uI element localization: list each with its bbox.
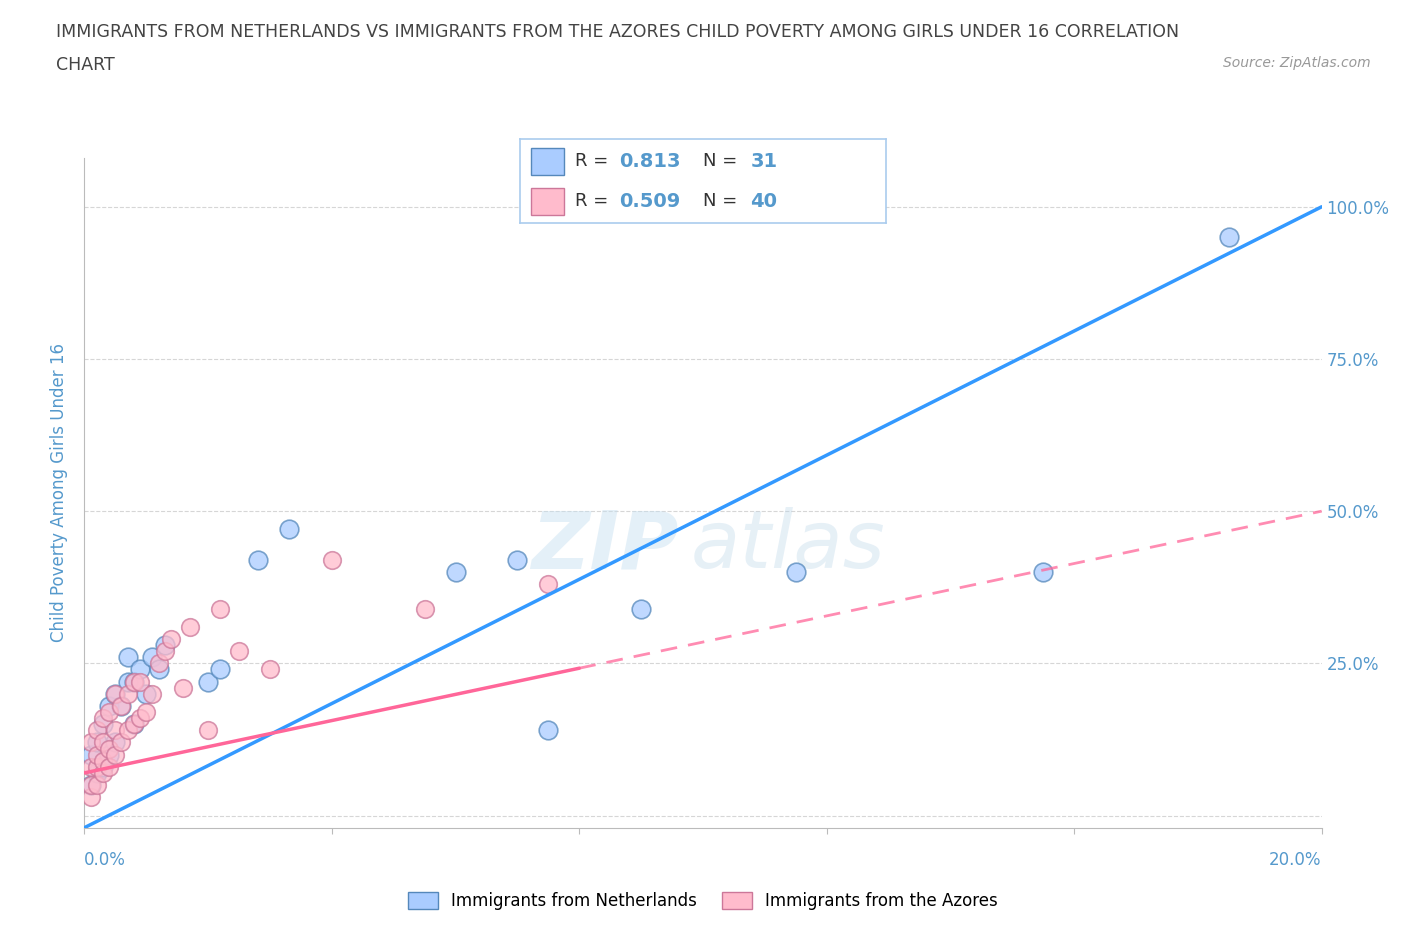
Point [537, 577, 560, 591]
Point [104, 686, 127, 701]
Point [79, 790, 101, 804]
Point [785, 565, 807, 579]
Point [98, 698, 121, 713]
Point [259, 662, 281, 677]
Point [79, 747, 101, 762]
Point [98, 760, 121, 775]
Text: 0.0%: 0.0% [84, 851, 127, 869]
Text: N =: N = [703, 193, 742, 210]
Point [122, 717, 145, 732]
Point [148, 656, 170, 671]
Point [129, 674, 152, 689]
Legend: Immigrants from Netherlands, Immigrants from the Azores: Immigrants from Netherlands, Immigrants … [401, 885, 1005, 917]
Point [209, 662, 232, 677]
Point [444, 565, 467, 579]
Point [129, 662, 152, 677]
Text: CHART: CHART [56, 56, 115, 73]
Point [122, 717, 145, 732]
Point [104, 747, 127, 762]
FancyBboxPatch shape [531, 148, 564, 175]
Point [172, 680, 194, 695]
Point [110, 698, 132, 713]
Text: atlas: atlas [690, 508, 886, 586]
FancyBboxPatch shape [531, 188, 564, 215]
Point [135, 686, 157, 701]
Point [91, 760, 114, 775]
Point [86, 777, 108, 792]
Point [86, 735, 108, 750]
Point [79, 760, 101, 775]
Point [197, 723, 219, 737]
Point [104, 686, 127, 701]
Text: R =: R = [575, 193, 614, 210]
Point [110, 698, 132, 713]
Point [160, 631, 183, 646]
Point [1218, 230, 1240, 245]
Point [91, 765, 114, 780]
Point [277, 522, 299, 537]
Point [197, 674, 219, 689]
Point [122, 674, 145, 689]
Point [79, 777, 101, 792]
Point [91, 717, 114, 732]
Point [110, 735, 132, 750]
Point [153, 644, 176, 658]
Text: 20.0%: 20.0% [1270, 851, 1322, 869]
Text: IMMIGRANTS FROM NETHERLANDS VS IMMIGRANTS FROM THE AZORES CHILD POVERTY AMONG GI: IMMIGRANTS FROM NETHERLANDS VS IMMIGRANT… [56, 23, 1180, 41]
Point [86, 747, 108, 762]
Point [79, 777, 101, 792]
Point [630, 601, 652, 616]
Text: ZIP: ZIP [531, 508, 678, 586]
Point [179, 619, 201, 634]
Text: 31: 31 [751, 152, 778, 171]
Point [117, 686, 139, 701]
Point [91, 753, 114, 768]
Point [91, 711, 114, 725]
Point [86, 723, 108, 737]
Point [86, 765, 108, 780]
Point [98, 741, 121, 756]
Point [246, 552, 269, 567]
Point [153, 638, 176, 653]
Text: 0.509: 0.509 [619, 192, 681, 211]
Point [141, 686, 163, 701]
Point [209, 601, 232, 616]
Point [91, 735, 114, 750]
Y-axis label: Child Poverty Among Girls Under 16: Child Poverty Among Girls Under 16 [51, 343, 69, 643]
Point [141, 650, 163, 665]
Point [321, 552, 343, 567]
Text: 0.813: 0.813 [619, 152, 681, 171]
Point [129, 711, 152, 725]
Point [117, 723, 139, 737]
Point [1032, 565, 1054, 579]
Point [122, 674, 145, 689]
Point [117, 674, 139, 689]
Point [98, 747, 121, 762]
Text: Source: ZipAtlas.com: Source: ZipAtlas.com [1223, 56, 1371, 70]
Text: 40: 40 [751, 192, 778, 211]
Point [86, 760, 108, 775]
Point [537, 723, 560, 737]
Point [98, 705, 121, 720]
Text: N =: N = [703, 153, 742, 170]
Point [104, 735, 127, 750]
Point [79, 735, 101, 750]
Point [104, 723, 127, 737]
Point [135, 705, 157, 720]
Text: R =: R = [575, 153, 614, 170]
Point [413, 601, 436, 616]
Point [228, 644, 250, 658]
Point [117, 650, 139, 665]
Point [506, 552, 529, 567]
Point [148, 662, 170, 677]
